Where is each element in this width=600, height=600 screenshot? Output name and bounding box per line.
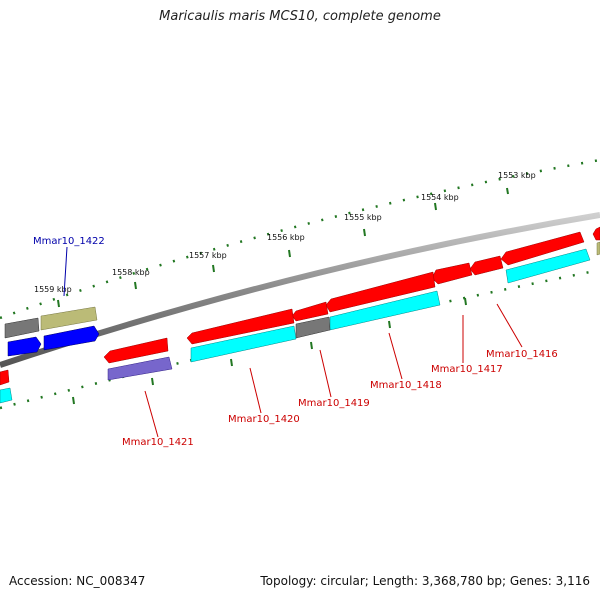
rev-gene-1416[interactable] (505, 248, 591, 284)
hypothetical-gene[interactable] (4, 317, 40, 339)
tick-label-1557: 1557 kbp (189, 251, 227, 260)
gene-label-1416[interactable]: Mmar10_1416 (486, 349, 558, 360)
tick-label-1559: 1559 kbp (34, 285, 72, 294)
tick-label-1554: 1554 kbp (421, 193, 459, 202)
hypothetical-rev-gene[interactable] (295, 316, 331, 339)
gene-1417[interactable] (469, 255, 504, 276)
gene-upstream[interactable] (103, 337, 169, 364)
gene-1421[interactable] (186, 308, 295, 345)
gene-label-1420[interactable]: Mmar10_1420 (228, 414, 300, 425)
pseudo-gene[interactable] (40, 306, 98, 331)
tick-label-1556: 1556 kbp (267, 233, 305, 242)
left-features (4, 241, 600, 357)
gene-1418[interactable] (431, 262, 473, 285)
tick-label-1558: 1558 kbp (112, 268, 150, 277)
tick-label-1555: 1555 kbp (344, 213, 382, 222)
gene-1416[interactable] (500, 231, 585, 266)
rev-gene-1420[interactable] (190, 325, 297, 363)
accession-text: Accession: NC_008347 (9, 574, 146, 588)
gene-edge-right[interactable] (592, 226, 600, 241)
major-ticks (57, 187, 509, 405)
blue-gene-b[interactable] (43, 325, 100, 351)
pseudo-gene-edge[interactable] (596, 241, 600, 256)
tick-label-1553: 1553 kbp (498, 171, 536, 180)
gene-label-1421[interactable]: Mmar10_1421 (122, 437, 194, 448)
gene-edge-left[interactable] (0, 369, 10, 386)
outer-tick-ring (0, 158, 600, 320)
forward-strand-features (0, 226, 600, 386)
label-connectors (63, 246, 523, 438)
gene-label-1417[interactable]: Mmar10_1417 (431, 364, 503, 375)
gene-label-1418[interactable]: Mmar10_1418 (370, 380, 442, 391)
rev-gene-edge-left[interactable] (0, 387, 13, 404)
gene-label-1419[interactable]: Mmar10_1419 (298, 398, 370, 409)
rev-gene-1421[interactable] (107, 356, 173, 381)
topology-text: Topology: circular; Length: 3,368,780 bp… (260, 574, 590, 588)
reverse-strand-features (0, 248, 591, 404)
blue-gene-a[interactable] (7, 336, 42, 357)
gene-label-1422[interactable]: Mmar10_1422 (33, 236, 105, 247)
rev-gene-1418[interactable] (329, 290, 441, 331)
map-title: Maricaulis maris MCS10, complete genome (159, 9, 441, 24)
gene-1419[interactable] (325, 271, 436, 313)
